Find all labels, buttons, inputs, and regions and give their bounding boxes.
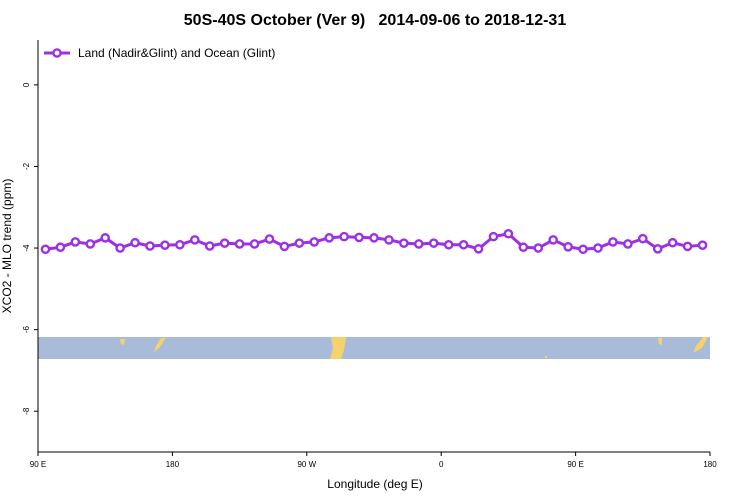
data-point [354, 232, 364, 243]
data-point [384, 235, 394, 245]
data-point [667, 237, 678, 248]
data-point [682, 241, 693, 252]
legend-marker [52, 48, 62, 58]
data-point [458, 239, 469, 250]
land-patch [120, 339, 125, 345]
data-point [204, 241, 215, 251]
y-tick-label: 0 [22, 82, 31, 87]
data-point [413, 239, 424, 249]
data-point [638, 233, 648, 244]
data-point [100, 233, 110, 243]
data-point [309, 237, 320, 247]
land-patch [545, 356, 547, 358]
data-point [339, 231, 349, 242]
x-tick-label: 180 [703, 460, 717, 469]
data-point [160, 240, 170, 250]
land-patch [330, 337, 346, 359]
data-point [115, 243, 125, 253]
land-patch [658, 338, 662, 345]
data-point [518, 242, 529, 253]
data-point [145, 241, 155, 251]
data-point [40, 244, 51, 255]
data-point [189, 235, 200, 245]
x-tick-label: 90 E [567, 460, 583, 469]
x-tick-label: 180 [166, 460, 180, 469]
land-patch [154, 337, 166, 352]
data-point [249, 239, 260, 249]
land-patch [693, 337, 708, 353]
data-point [85, 239, 96, 249]
y-tick-label: -4 [22, 244, 31, 252]
data-point [55, 242, 66, 253]
data-point [697, 240, 708, 250]
x-tick-label: 90 E [30, 460, 46, 469]
data-point [623, 239, 633, 249]
data-point [608, 237, 618, 247]
data-point [399, 238, 409, 248]
data-point [548, 235, 559, 245]
chart-title: 50S-40S October (Ver 9) 2014-09-06 to 20… [184, 12, 567, 29]
data-point [264, 234, 275, 244]
data-point [488, 231, 499, 242]
x-tick-label: 0 [439, 460, 444, 469]
y-axis-label: XCO2 - MLO trend (ppm) [0, 179, 14, 314]
data-point [70, 237, 81, 247]
y-tick-label: -6 [22, 326, 31, 334]
y-tick-label: -2 [22, 162, 31, 170]
data-point [294, 238, 305, 248]
data-point [533, 243, 544, 253]
x-axis-label: Longitude (deg E) [327, 477, 422, 491]
y-tick-label: -8 [22, 407, 31, 415]
data-point [443, 239, 454, 250]
data-point [473, 244, 484, 254]
data-point [219, 238, 230, 248]
legend-label: Land (Nadir&Glint) and Ocean (Glint) [78, 46, 275, 60]
data-point [175, 239, 185, 250]
data-point [234, 239, 245, 249]
data-point [503, 228, 514, 239]
data-point [652, 244, 663, 254]
data-point [428, 238, 439, 248]
x-tick-label: 90 W [297, 460, 316, 469]
data-point [593, 243, 603, 253]
ocean-strip [38, 337, 710, 359]
map-strip [38, 337, 710, 359]
data-point [130, 237, 140, 248]
data-point [369, 233, 379, 243]
data-point [578, 244, 588, 255]
data-point [563, 242, 573, 252]
data-point [324, 233, 335, 243]
data-point [279, 241, 290, 252]
